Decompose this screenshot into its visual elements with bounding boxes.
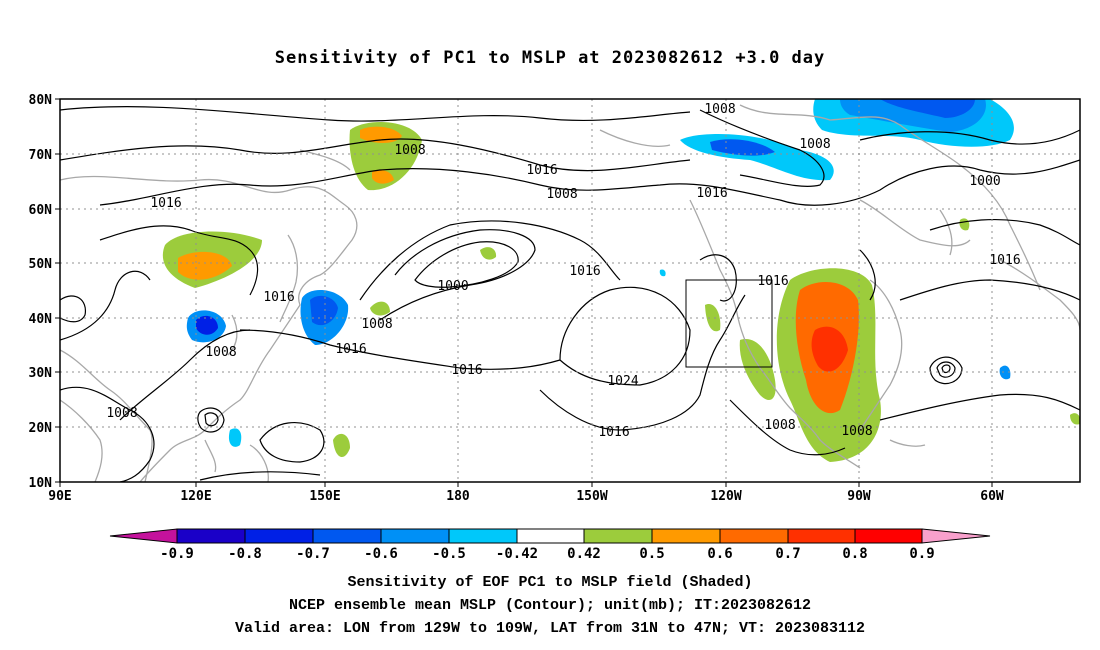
- colorbar-segment: [719, 528, 789, 544]
- colorbar-segment: [651, 528, 721, 544]
- contour-label: 1016: [263, 290, 294, 305]
- contour-label: 1016: [757, 274, 788, 289]
- positive-region: [959, 218, 970, 231]
- positive-region: [1070, 413, 1080, 425]
- negative-region: [880, 99, 975, 118]
- contour-label: 1008: [361, 317, 392, 332]
- tick-marks: [55, 98, 993, 487]
- colorbar-label: -0.9: [160, 546, 194, 562]
- lat-label: 60N: [29, 203, 53, 218]
- contour-label: 1008: [546, 187, 577, 202]
- colorbar-label: 0.9: [909, 546, 934, 562]
- contour-label: 1024: [607, 374, 638, 389]
- positive-region: [705, 304, 721, 332]
- colorbar-label: 0.6: [707, 546, 732, 562]
- coastlines: [60, 104, 1080, 482]
- positive-region: [333, 433, 350, 458]
- negative-region: [228, 428, 242, 447]
- colorbar-segment: [448, 528, 518, 544]
- colorbar-cap-right: [921, 528, 991, 544]
- lat-label: 10N: [29, 476, 53, 491]
- positive-region: [811, 326, 848, 372]
- positive-region: [739, 339, 776, 400]
- contour-label: 1016: [526, 163, 557, 178]
- contour-label: 1016: [150, 196, 181, 211]
- colorbar-label: -0.5: [432, 546, 466, 562]
- positive-region: [372, 170, 394, 184]
- contour-label: 1000: [437, 279, 468, 294]
- lat-label-group: 80N 70N 60N 50N 40N 30N 20N 10N: [29, 93, 53, 491]
- colorbar-label: 0.5: [639, 546, 664, 562]
- contour-label: 1000: [969, 174, 1000, 189]
- caption-line-3: Valid area: LON from 129W to 109W, LAT f…: [234, 620, 866, 637]
- contour-label-group: 1008 1008 1016 1016 1008 1016 1000 1016 …: [106, 102, 1020, 440]
- colorbar-segment: [787, 528, 856, 544]
- sensitivity-shading: [162, 99, 1080, 462]
- positive-region: [370, 301, 390, 316]
- valid-area-box: [685, 279, 773, 368]
- colorbar-label: -0.7: [296, 546, 330, 562]
- negative-region: [659, 269, 666, 277]
- lon-label: 120W: [710, 489, 741, 504]
- lat-label: 40N: [29, 312, 53, 327]
- lat-label: 70N: [29, 148, 53, 163]
- lon-label: 90E: [48, 489, 71, 504]
- lon-label: 150W: [576, 489, 607, 504]
- colorbar-segment: [516, 528, 585, 544]
- contour-label: 1008: [205, 345, 236, 360]
- negative-region: [710, 139, 775, 156]
- colorbar-segment: [854, 528, 923, 544]
- colorbar-label: 0.42: [567, 546, 601, 562]
- lat-label: 50N: [29, 257, 53, 272]
- lon-label: 180: [446, 489, 470, 504]
- colorbar-label-group: -0.9 -0.8 -0.7 -0.6 -0.5 -0.42 0.42 0.5 …: [160, 546, 935, 562]
- lon-label: 120E: [180, 489, 211, 504]
- contour-label: 1008: [799, 137, 830, 152]
- contour-label: 1016: [989, 253, 1020, 268]
- contour-label: 1008: [106, 406, 137, 421]
- contour-label: 1008: [841, 424, 872, 439]
- lat-label: 80N: [29, 93, 53, 108]
- colorbar-segment: [244, 528, 314, 544]
- colorbar-segment: [176, 528, 246, 544]
- contour-label: 1016: [451, 363, 482, 378]
- graticule: [60, 99, 1080, 482]
- positive-region: [480, 247, 497, 260]
- colorbar-segment: [583, 528, 653, 544]
- positive-region: [178, 251, 232, 280]
- contour-label: 1016: [569, 264, 600, 279]
- lat-label: 20N: [29, 421, 53, 436]
- colorbar-label: -0.8: [228, 546, 262, 562]
- lon-label: 90W: [847, 489, 871, 504]
- lon-label-group: 90E 120E 150E 180 150W 120W 90W 60W: [48, 489, 1004, 504]
- map-frame: [59, 98, 1081, 483]
- lon-label: 150E: [309, 489, 340, 504]
- colorbar-label: 0.8: [842, 546, 867, 562]
- colorbar-label: -0.42: [496, 546, 538, 562]
- negative-region: [196, 315, 218, 335]
- negative-region: [999, 365, 1011, 380]
- contour-label: 1008: [764, 418, 795, 433]
- colorbar-label: -0.6: [364, 546, 398, 562]
- caption-line-1: Sensitivity of EOF PC1 to MSLP field (Sh…: [347, 574, 753, 591]
- lat-label: 30N: [29, 366, 53, 381]
- colorbar-label: 0.7: [775, 546, 800, 562]
- plot-title: Sensitivity of PC1 to MSLP at 2023082612…: [274, 48, 826, 68]
- contour-label: 1016: [696, 186, 727, 201]
- colorbar-cap-left: [109, 528, 178, 544]
- colorbar-segment: [312, 528, 382, 544]
- mslp-contours: [60, 106, 1080, 482]
- contour-label: 1008: [394, 143, 425, 158]
- colorbar-segment: [380, 528, 450, 544]
- caption-line-2: NCEP ensemble mean MSLP (Contour); unit(…: [288, 597, 812, 614]
- colorbar: [109, 528, 991, 544]
- contour-label: 1016: [335, 342, 366, 357]
- contour-label: 1008: [704, 102, 735, 117]
- contour-label: 1016: [598, 425, 629, 440]
- lon-label: 60W: [980, 489, 1004, 504]
